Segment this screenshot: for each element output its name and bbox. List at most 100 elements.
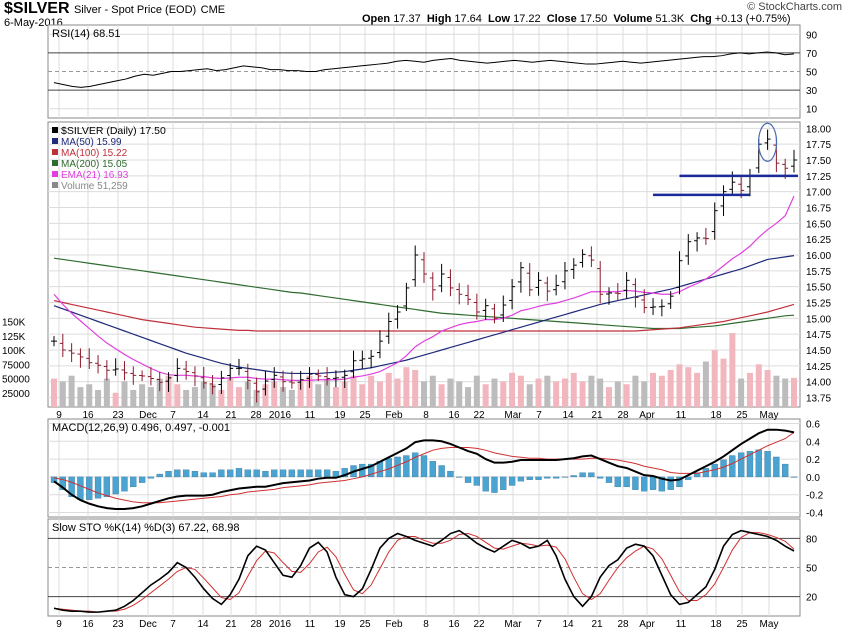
volume-bar-82 [773,375,780,407]
macd-tick-3: 0.2 [806,455,820,466]
volume-bar-7 [112,392,119,407]
chg-value: +0.13 (+0.75%) [714,13,791,25]
x-tick-label-1-1: 16 [82,619,94,630]
volume-bar-57 [553,381,560,407]
macd-hist-72 [685,476,692,480]
macd-hist-15 [182,469,190,478]
legend-label-5: Volume 51,259 [61,181,128,192]
rsi-tick-30: 30 [806,86,818,97]
x-tick-label-0-11: 25 [359,410,371,421]
volume-bar-4 [86,384,93,407]
price-tick-16: 17.75 [806,140,831,151]
volume-bar-83 [782,378,789,407]
macd-tick-0: -0.4 [806,509,824,520]
macd-hist-83 [782,463,789,478]
macd-hist-56 [544,476,551,479]
volume-bar-6 [103,378,110,407]
macd-hist-43 [429,461,436,478]
volume-bar-39 [394,378,401,407]
macd-hist-27 [288,469,296,478]
x-tick-label-1-13: 8 [423,619,429,630]
ma100-line [53,300,795,332]
volume-bar-32 [332,387,339,407]
x-tick-label-1-22: 11 [676,619,687,630]
macd-hist-10 [138,476,146,483]
macd-tick-2: 0.0 [806,473,820,484]
macd-hist-9 [130,476,137,488]
macd-hist-17 [200,472,207,478]
x-tick-label-1-17: 7 [536,619,542,630]
macd-hist-52 [508,476,516,486]
volume-bar-55 [535,378,542,407]
volume-bar-44 [438,384,445,407]
macd-hist-0 [50,476,58,483]
macd-hist-6 [103,476,111,498]
macd-hist-70 [667,476,674,490]
volume-bar-74 [702,361,709,407]
sto-title: Slow STO %K(14) %D(3) 67.22, 68.98 [52,522,240,534]
macd-hist-61 [588,472,595,478]
macd-tick-4: 0.4 [806,437,820,448]
volume-bar-46 [456,381,463,407]
rsi-tick-70: 70 [806,49,818,60]
price-tick-7: 15.50 [806,283,831,294]
credit: © StockCharts.com [747,1,842,13]
x-tick-label-0-24: 25 [736,410,748,421]
macd-hist-11 [147,476,155,479]
macd-hist-40 [403,455,410,478]
rsi-tick-90: 90 [806,30,818,41]
macd-hist-46 [456,476,463,478]
rsi-line [53,51,795,88]
legend-swatch-1 [52,138,58,144]
volume-bar-18 [209,384,216,407]
x-tick-label-1-11: 25 [359,619,371,630]
macd-hist-77 [729,455,736,478]
legend-label-2: MA(100) 15.22 [61,148,128,159]
macd-hist-48 [473,476,481,486]
rsi-tick-50: 50 [806,68,818,79]
macd-hist-22 [244,469,251,478]
price-tick-14: 17.25 [806,172,831,183]
legend-swatch-5 [52,182,58,188]
chg-label: Chg [690,13,712,25]
volume-tick-1: 125K [2,332,26,343]
volume-bar-33 [341,381,348,407]
volume-bar-1 [59,381,66,407]
price-tick-11: 16.50 [806,219,831,230]
x-tick-label-1-25: May [760,619,779,630]
x-tick-label-0-17: 7 [536,410,542,421]
x-tick-label-0-23: 18 [710,410,722,421]
macd-hist-81 [764,451,771,478]
x-tick-label-0-21: Apr [639,410,655,421]
volume-bar-15 [183,389,190,407]
macd-hist-13 [165,471,172,478]
x-tick-label-0-19: 21 [591,410,603,421]
volume-tick-0: 150K [2,318,26,329]
x-tick-label-0-6: 21 [225,410,237,421]
price-tick-1: 14.00 [806,378,831,389]
volume-bar-73 [694,372,701,407]
macd-hist-30 [315,469,322,478]
volume-bar-3 [77,387,84,407]
macd-hist-28 [297,469,304,478]
legend-swatch-0 [52,127,58,133]
volume-bar-79 [746,372,753,407]
volume-bar-66 [632,375,639,407]
macd-hist-66 [632,476,639,490]
x-tick-label-0-14: 16 [448,410,460,421]
volume-bar-8 [121,381,128,407]
price-tick-6: 15.25 [806,299,831,310]
x-tick-label-0-3: Dec [139,410,157,421]
volume-bar-47 [465,387,472,407]
rsi-tick-10: 10 [806,105,818,116]
macd-hist-20 [227,469,234,478]
volume-bar-64 [614,381,621,407]
price-tick-8: 15.75 [806,267,831,278]
x-tick-label-1-19: 21 [591,619,603,630]
volume-bar-10 [139,384,146,407]
volume-bar-76 [720,358,727,407]
volume-bar-24 [262,384,269,407]
x-tick-label-1-16: Mar [504,619,522,630]
volume-bar-5 [95,389,102,407]
